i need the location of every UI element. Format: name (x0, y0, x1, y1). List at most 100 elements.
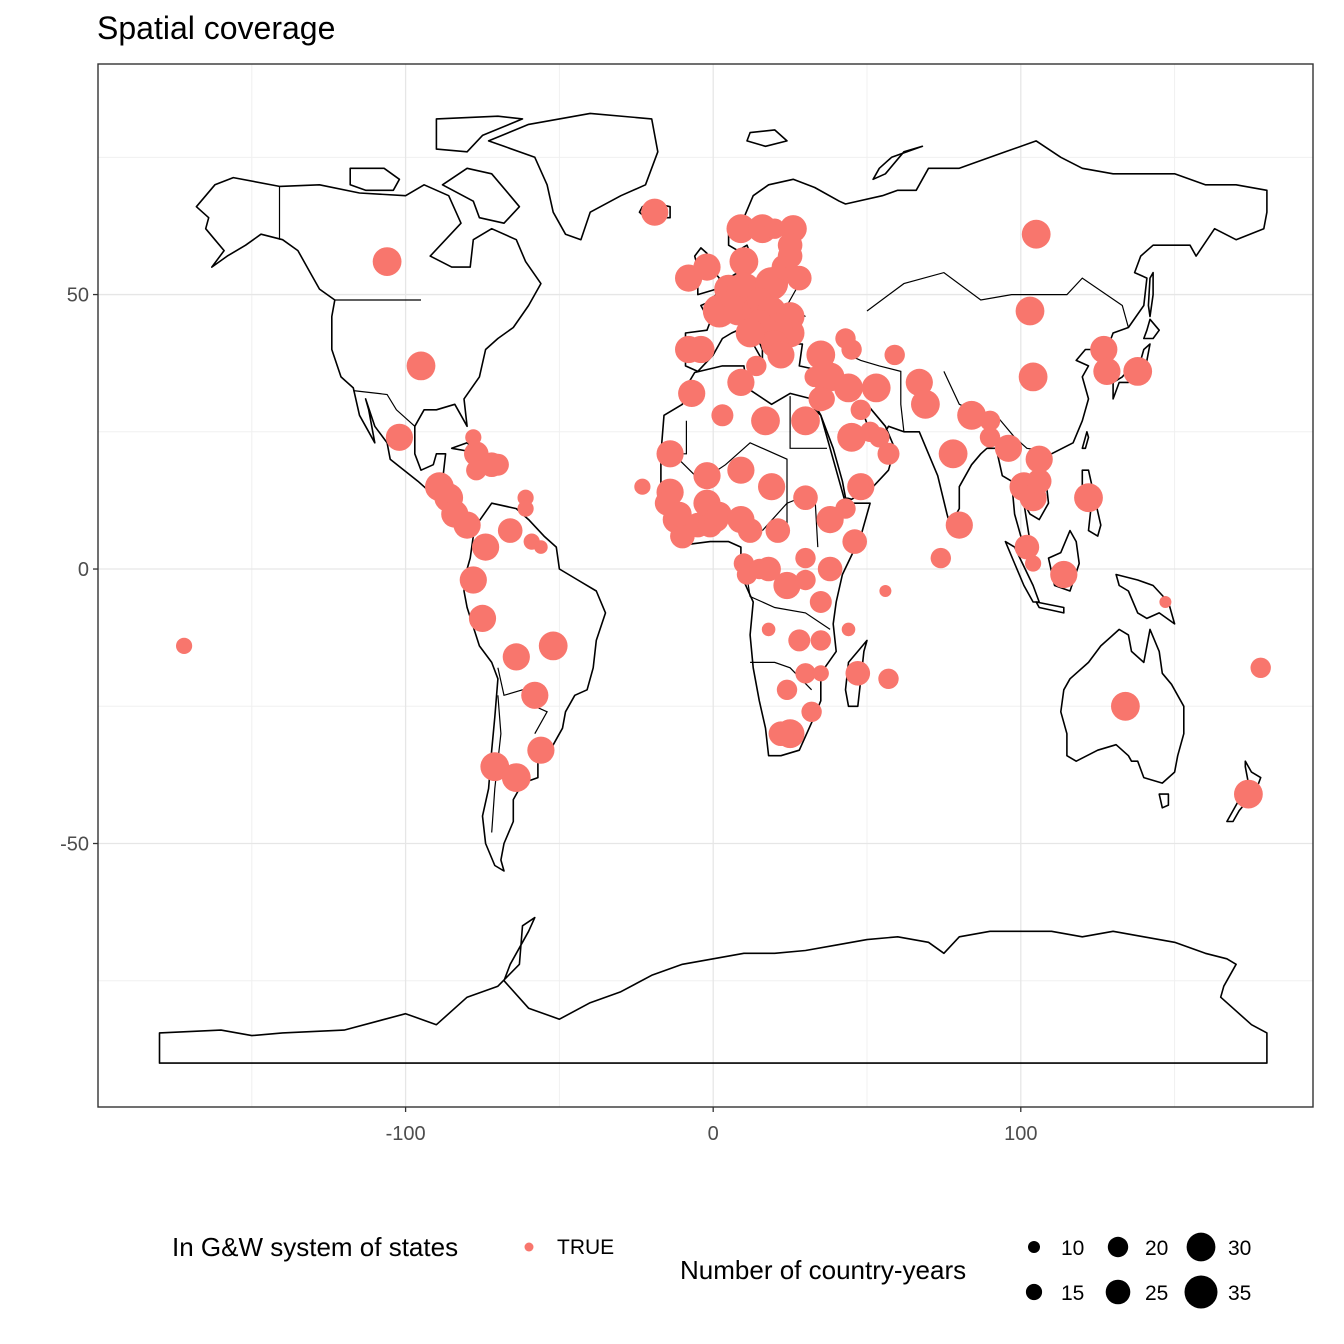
size-legend-label: 25 (1145, 1282, 1168, 1305)
border-russia-kazakhstan (866, 271, 1129, 328)
landmass-svalbard (746, 129, 788, 148)
data-point (761, 622, 776, 637)
landmass-baffin-island (441, 167, 521, 224)
data-point (176, 637, 193, 655)
data-point (1159, 596, 1172, 608)
size-legend-label: 10 (1061, 1237, 1084, 1260)
data-point (795, 663, 816, 684)
data-point (842, 529, 867, 554)
landmass-tasmania (1158, 793, 1170, 809)
data-point (1021, 219, 1051, 249)
data-point (756, 556, 781, 582)
axis-ticks: -100 0 100 -50 0 50 (60, 285, 1037, 1145)
data-point (1234, 779, 1263, 809)
data-point (459, 566, 487, 594)
data-point (812, 387, 835, 410)
data-point (765, 518, 791, 543)
size-legend-key (1184, 1275, 1218, 1309)
data-point (729, 247, 759, 276)
x-tick-label: 100 (1004, 1123, 1037, 1145)
data-point (835, 328, 856, 349)
data-point (453, 511, 481, 539)
data-point (1026, 468, 1052, 494)
landmass-novaya-zemlya (872, 145, 924, 181)
data-point (773, 571, 801, 600)
landmass-sakhalin (1147, 271, 1154, 318)
data-point (707, 501, 732, 527)
data-point (521, 681, 549, 709)
landmass-borneo (1047, 529, 1080, 592)
data-point (930, 547, 951, 569)
data-point (764, 218, 785, 239)
data-point (793, 485, 818, 511)
data-point (787, 265, 812, 291)
data-point (527, 736, 555, 764)
data-point (809, 591, 832, 613)
data-point (746, 355, 767, 377)
data-point (480, 752, 510, 782)
data-point (502, 643, 530, 671)
data-point (497, 518, 523, 543)
y-tick-label: 0 (78, 559, 89, 581)
data-point (468, 604, 497, 633)
landmass-hokkaido (1143, 318, 1160, 340)
landmass-north-america (195, 176, 542, 532)
data-point (795, 569, 816, 591)
data-point (1111, 691, 1140, 721)
size-legend-key (1028, 1241, 1040, 1253)
chart-title: Spatial coverage (97, 10, 336, 46)
data-point (486, 453, 509, 476)
data-point (538, 631, 568, 661)
data-point (1018, 362, 1048, 392)
data-point (841, 622, 856, 637)
data-point (1050, 560, 1078, 589)
data-point (758, 473, 786, 501)
size-legend-key (1107, 1236, 1129, 1258)
data-point (905, 368, 933, 396)
data-point (812, 665, 829, 682)
data-point (751, 406, 780, 436)
data-point (869, 427, 890, 448)
data-point (656, 440, 684, 468)
border-egypt-libya (789, 396, 827, 449)
data-point (845, 661, 871, 686)
size-legend-label: 30 (1228, 1237, 1251, 1260)
data-point (737, 518, 763, 543)
data-point (847, 473, 875, 501)
data-point (816, 505, 844, 534)
data-point (372, 247, 402, 276)
data-point (767, 341, 795, 369)
size-legend-label: 20 (1145, 1237, 1168, 1260)
data-point (877, 442, 900, 465)
data-point (675, 335, 703, 364)
data-points (176, 198, 1271, 809)
size-legend-key (1186, 1232, 1216, 1262)
data-point (1250, 657, 1271, 678)
y-tick-label: -50 (60, 834, 89, 856)
data-point (979, 427, 1001, 448)
border-iran-borders (848, 354, 905, 432)
data-point (693, 462, 721, 490)
data-point (641, 198, 669, 226)
data-point (667, 501, 692, 527)
data-point (817, 556, 843, 582)
color-legend-key (524, 1242, 534, 1252)
data-point (768, 721, 794, 746)
landmass-ellesmere-island (435, 115, 524, 153)
data-point (777, 232, 803, 258)
data-point (1123, 357, 1153, 386)
data-point (994, 434, 1023, 462)
data-point (776, 679, 798, 700)
landmass-japan (1112, 343, 1151, 400)
data-point (834, 373, 863, 403)
data-point (801, 701, 822, 722)
data-point (466, 460, 487, 481)
data-point (911, 389, 940, 419)
data-point (406, 351, 436, 381)
x-tick-label: 0 (708, 1123, 719, 1145)
data-point (1014, 534, 1040, 560)
data-point (837, 422, 866, 452)
legends: In G&W system of states TRUE Number of cou… (172, 1232, 1251, 1309)
data-point (795, 547, 816, 569)
